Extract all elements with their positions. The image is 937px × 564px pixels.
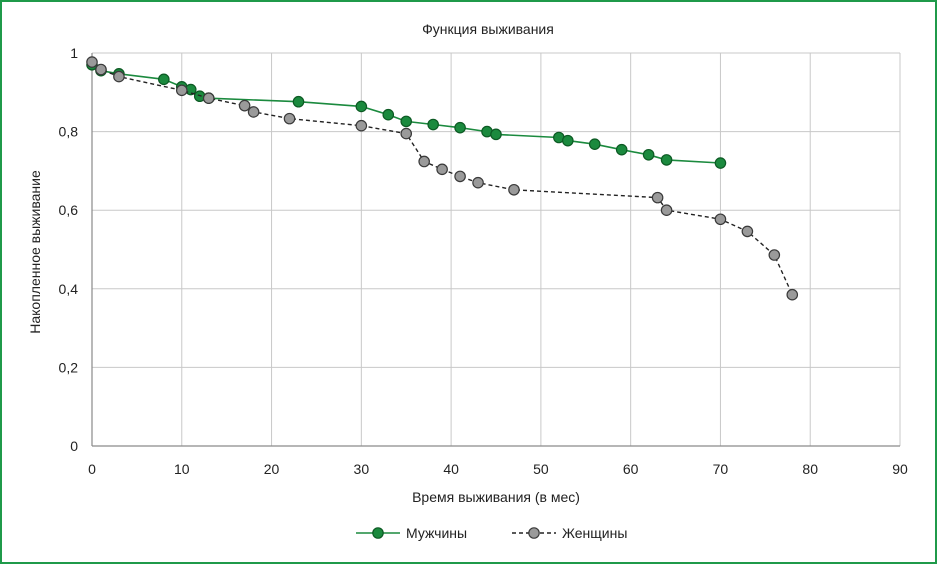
- x-tick-label: 60: [623, 461, 639, 477]
- data-point: [418, 155, 430, 168]
- data-point: [454, 170, 466, 183]
- y-tick-label: 0,4: [59, 281, 79, 297]
- x-tick-label: 0: [88, 461, 96, 477]
- data-point: [490, 128, 502, 141]
- data-point: [400, 127, 413, 140]
- data-point: [786, 288, 799, 301]
- x-tick-label: 70: [713, 461, 729, 477]
- x-tick-label: 30: [354, 461, 370, 477]
- series-1: [86, 58, 727, 169]
- data-point: [86, 56, 98, 68]
- x-tick-labels: 0 10 20 30 40 50 60 70 80 90: [88, 461, 908, 477]
- x-tick-label: 40: [443, 461, 459, 477]
- y-tick-label: 0: [70, 438, 78, 454]
- legend-marker: [528, 527, 540, 539]
- data-point: [382, 108, 395, 121]
- axes: [91, 53, 900, 447]
- data-point: [588, 138, 601, 150]
- x-tick-label: 20: [264, 461, 280, 477]
- data-point: [472, 176, 484, 189]
- x-tick-label: 50: [533, 461, 549, 477]
- data-point: [158, 73, 170, 86]
- x-tick-label: 10: [174, 461, 190, 477]
- data-point: [427, 118, 439, 131]
- data-point: [113, 70, 125, 83]
- y-tick-label: 1: [70, 45, 78, 61]
- data-point: [660, 204, 673, 216]
- legend-item: Мужчины: [356, 525, 467, 541]
- data-point: [355, 119, 368, 132]
- data-point: [283, 112, 296, 125]
- x-tick-label: 80: [802, 461, 818, 477]
- chart-title: Функция выживания: [422, 21, 554, 37]
- y-tick-labels: 0 0,2 0,4 0,6 0,8 1: [59, 45, 79, 454]
- y-tick-label: 0,8: [59, 124, 79, 140]
- x-tick-label: 90: [892, 461, 908, 477]
- data-point: [768, 249, 781, 261]
- gridlines: [92, 52, 901, 446]
- series-2: [86, 56, 799, 301]
- data-point: [95, 63, 107, 76]
- data-point: [355, 100, 368, 113]
- data-point: [508, 183, 520, 196]
- data-point: [292, 95, 305, 108]
- y-tick-label: 0,2: [59, 359, 79, 375]
- data-point: [741, 225, 754, 238]
- y-axis-label: Накопленное выживание: [27, 170, 43, 334]
- data-point: [714, 157, 727, 169]
- x-axis-label: Время выживания (в мес): [412, 489, 580, 505]
- data-point: [562, 134, 574, 147]
- data-point: [175, 84, 188, 97]
- data-point: [454, 121, 466, 134]
- legend-label: Женщины: [562, 525, 627, 541]
- data-point: [202, 92, 215, 104]
- data-point: [238, 99, 251, 112]
- legend: Мужчины Женщины: [356, 525, 627, 541]
- data-point: [651, 191, 664, 204]
- series-group: [86, 56, 799, 301]
- data-point: [642, 148, 655, 161]
- data-point: [660, 154, 673, 166]
- data-point: [400, 115, 413, 128]
- legend-item: Женщины: [512, 525, 627, 541]
- legend-label: Мужчины: [406, 525, 467, 541]
- data-point: [436, 163, 448, 176]
- y-tick-label: 0,6: [59, 202, 79, 218]
- data-point: [247, 106, 260, 118]
- data-point: [615, 143, 628, 156]
- data-point: [714, 213, 727, 226]
- legend-marker: [372, 527, 384, 539]
